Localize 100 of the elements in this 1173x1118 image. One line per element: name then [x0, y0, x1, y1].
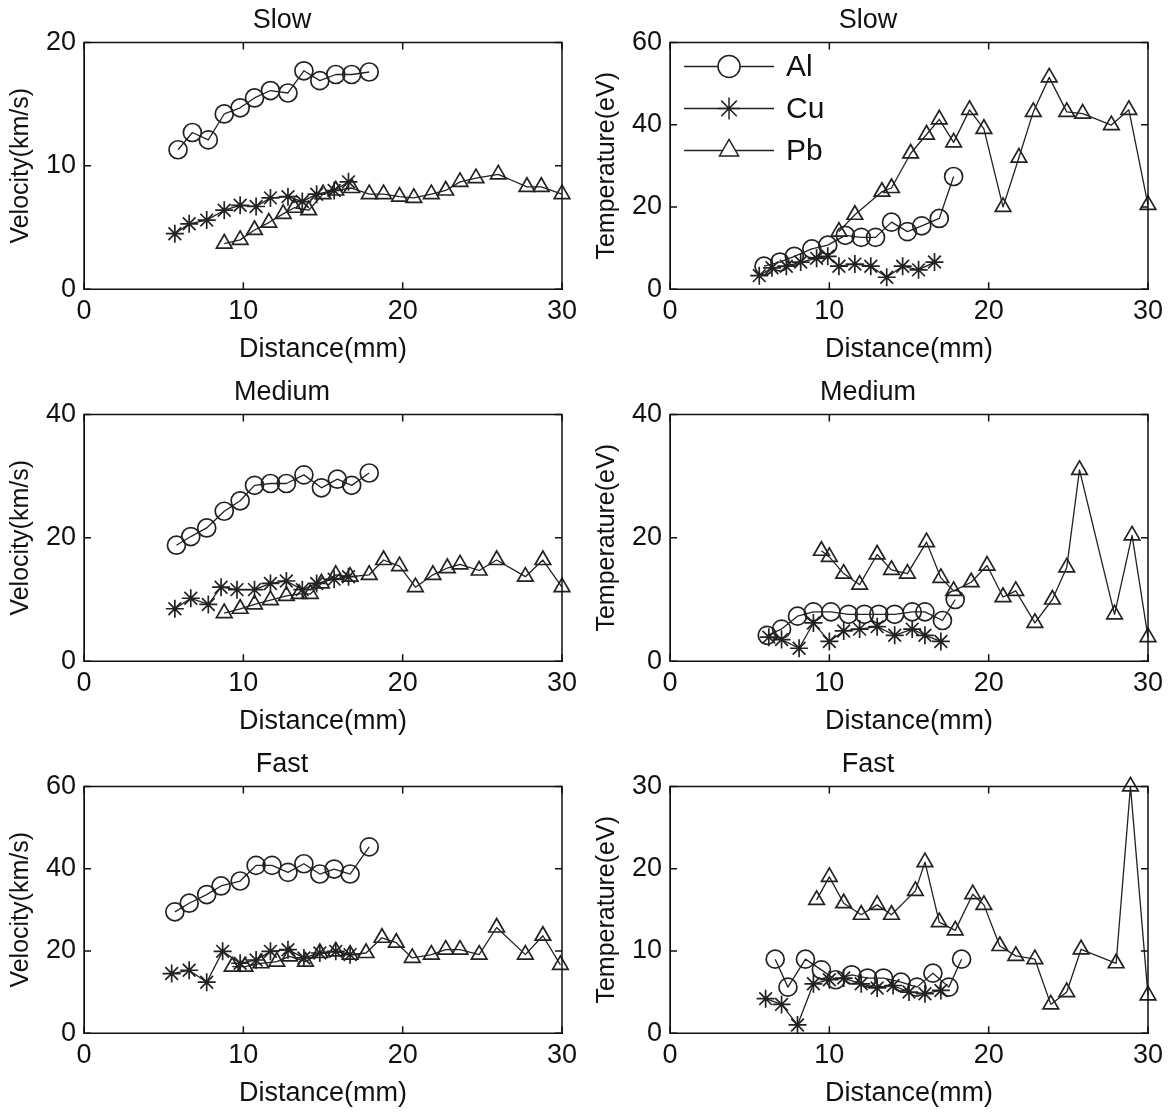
point	[230, 490, 251, 511]
point	[906, 881, 925, 897]
y-tick-label: 60	[45, 769, 77, 800]
point	[867, 978, 887, 998]
point	[488, 550, 506, 566]
point	[943, 166, 964, 187]
x-axis-title: Distance(mm)	[825, 705, 994, 736]
point	[244, 88, 265, 108]
point	[1102, 115, 1120, 131]
point	[314, 184, 332, 200]
y-tick-label: 0	[647, 272, 663, 303]
y-tick-label: 0	[647, 644, 663, 675]
point	[1139, 195, 1157, 211]
point	[868, 895, 886, 911]
point	[754, 256, 774, 277]
point	[325, 64, 346, 85]
point	[911, 216, 932, 236]
x-tick-label: 10	[228, 666, 259, 697]
y-axis-title: Velocity(km/s)	[4, 460, 33, 616]
point	[807, 890, 826, 906]
point	[489, 164, 507, 180]
point	[246, 196, 266, 217]
point	[196, 518, 217, 538]
y-axis-title: Temperature(eV)	[590, 444, 619, 632]
point	[790, 252, 811, 272]
point	[260, 80, 281, 101]
point	[915, 983, 935, 1004]
point	[784, 246, 805, 267]
point	[882, 178, 901, 194]
point	[1074, 103, 1092, 119]
point	[277, 585, 296, 602]
point	[422, 184, 440, 200]
point	[343, 178, 361, 194]
y-tick-label: 0	[61, 272, 77, 303]
point	[845, 254, 865, 274]
point	[835, 225, 856, 246]
point	[278, 186, 298, 207]
point	[516, 566, 534, 583]
point	[908, 260, 929, 280]
point	[882, 904, 901, 921]
x-tick-label: 30	[546, 294, 578, 325]
point	[338, 171, 359, 192]
point	[180, 588, 201, 609]
y-tick-label: 20	[45, 521, 77, 552]
point	[311, 477, 332, 498]
point	[1058, 982, 1076, 998]
x-axis-title: Distance(mm)	[825, 1077, 994, 1108]
point	[931, 980, 951, 1001]
point	[294, 465, 314, 485]
y-tick-label: 10	[45, 149, 77, 180]
point	[803, 973, 824, 994]
point	[245, 220, 264, 236]
point	[231, 229, 249, 246]
point	[787, 1015, 808, 1035]
point	[451, 554, 469, 570]
point	[244, 475, 265, 496]
point	[292, 191, 313, 212]
point	[309, 70, 330, 91]
x-tick-label: 20	[387, 666, 418, 697]
x-tick-label: 20	[973, 1038, 1004, 1069]
point	[231, 598, 249, 615]
point	[198, 594, 219, 615]
point	[1024, 102, 1042, 118]
point	[390, 556, 409, 572]
y-tick-label: 0	[647, 1016, 663, 1047]
x-tick-label: 20	[387, 294, 418, 325]
point	[873, 968, 894, 988]
point	[946, 920, 964, 936]
point	[278, 83, 298, 103]
point	[829, 256, 849, 277]
point	[857, 968, 878, 988]
point	[892, 256, 913, 277]
point	[917, 124, 936, 140]
point	[274, 204, 292, 220]
point	[390, 186, 409, 202]
x-tick-label: 10	[228, 294, 259, 325]
point	[851, 227, 872, 248]
point	[553, 577, 571, 593]
point	[801, 239, 822, 259]
point	[776, 256, 797, 277]
x-tick-label: 10	[814, 666, 845, 697]
x-tick-label: 20	[387, 1038, 418, 1069]
x-tick-label: 10	[814, 1038, 845, 1069]
point	[312, 573, 331, 589]
point	[406, 577, 425, 593]
point	[939, 977, 959, 997]
point	[891, 972, 911, 993]
point	[846, 204, 864, 221]
point	[324, 569, 345, 589]
point	[1120, 100, 1138, 116]
y-axis-title: Velocity(km/s)	[4, 832, 33, 988]
point	[301, 584, 319, 600]
y-axis-title: Velocity(km/s)	[4, 88, 33, 244]
chart-title: Slow	[838, 3, 898, 34]
point	[944, 132, 963, 148]
point	[168, 139, 188, 160]
point	[1026, 949, 1044, 965]
point	[360, 564, 378, 581]
x-tick-label: 30	[1132, 666, 1164, 697]
y-tick-label: 60	[631, 25, 663, 56]
